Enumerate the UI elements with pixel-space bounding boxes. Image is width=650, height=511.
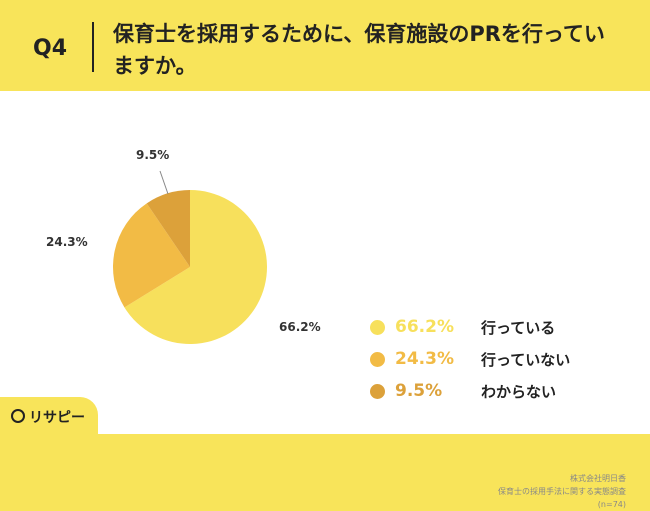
- pie-slice: [146, 190, 190, 267]
- header-divider: [92, 22, 94, 72]
- data-label: 66.2%: [279, 320, 321, 334]
- source-sample: (n=74): [597, 500, 626, 509]
- legend-label: 行っていない: [481, 350, 571, 369]
- legend-item: 9.5% わからない: [370, 376, 570, 406]
- legend-percent: 24.3%: [395, 349, 454, 369]
- legend-swatch: [370, 383, 385, 399]
- legend-label: わからない: [481, 382, 557, 401]
- source-note: 株式会社明日香 保育士の採用手法に関する実態調査 (n=74): [498, 472, 626, 511]
- chart-card: 66.2% 24.3% 9.5% 66.2% 行っている 24.3% 行っていない 9.5%…: [0, 91, 650, 509]
- legend-label: 行っている: [481, 318, 556, 337]
- question-label: Q4: [33, 36, 68, 61]
- legend-swatch: [370, 351, 385, 367]
- source-survey: 保育士の採用手法に関する実態調査: [498, 487, 626, 496]
- legend-percent: 66.2%: [395, 317, 454, 337]
- pie-slice: [112, 203, 190, 308]
- source-company: 株式会社明日香: [570, 474, 626, 483]
- pie-chart: 66.2% 24.3% 9.5%: [46, 148, 321, 344]
- logo-text: リサピー: [29, 410, 85, 426]
- logo-badge: リサピー: [0, 397, 98, 434]
- legend-swatch: [370, 319, 385, 335]
- page-title: 保育士を採用するために、保育施設のPRを行っていますか。: [113, 22, 605, 78]
- data-label: 24.3%: [46, 235, 88, 249]
- legend-percent: 9.5%: [395, 381, 443, 401]
- data-label: 9.5%: [136, 148, 169, 162]
- legend-item: 66.2% 行っている: [370, 312, 570, 342]
- search-icon: [11, 409, 25, 423]
- pie-slice: [124, 190, 268, 344]
- chart-legend: 66.2% 行っている 24.3% 行っていない 9.5% わからない: [370, 312, 570, 408]
- leader-line: [159, 170, 169, 195]
- legend-item: 24.3% 行っていない: [370, 344, 570, 374]
